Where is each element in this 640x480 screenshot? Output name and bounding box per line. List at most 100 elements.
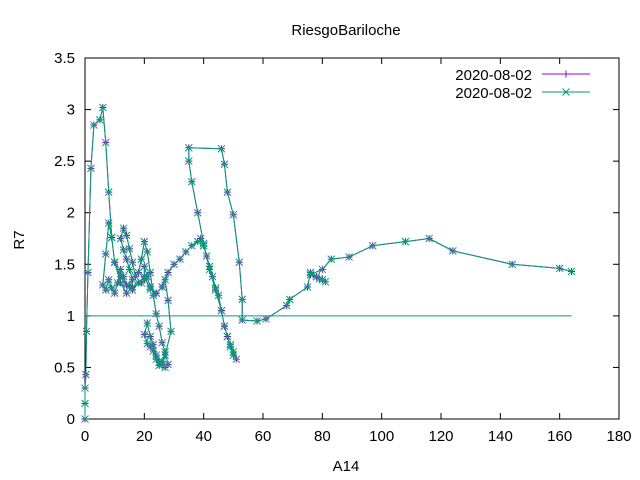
data-point: [199, 239, 208, 248]
data-point: [235, 258, 244, 267]
data-point: [122, 281, 131, 289]
x-tick-label: 40: [195, 428, 212, 445]
legend-marker-2: [562, 88, 570, 96]
data-point: [217, 144, 226, 153]
data-point: [90, 121, 98, 129]
y-axis: 0 0.5 1 1.5 2 2.5 3 3.5: [54, 50, 619, 428]
x-tick-label: 140: [488, 428, 513, 445]
data-point: [161, 275, 169, 284]
data-point: [152, 309, 161, 318]
data-point: [199, 241, 208, 250]
data-point: [214, 291, 223, 300]
data-point: [128, 275, 137, 284]
data-point: [119, 245, 128, 254]
data-point: [187, 241, 196, 250]
data-point: [211, 286, 220, 294]
data-point: [146, 283, 155, 291]
y-tick-label: 0.5: [54, 359, 75, 376]
data-point: [149, 347, 158, 355]
data-point: [146, 285, 155, 293]
data-point: [128, 283, 137, 291]
data-point: [164, 360, 172, 369]
data-point: [220, 322, 229, 331]
data-point: [226, 342, 235, 351]
data-point: [164, 268, 172, 277]
data-point: [229, 351, 238, 359]
data-point: [164, 296, 172, 305]
data-point: [140, 330, 149, 339]
data-point: [223, 188, 232, 196]
data-point: [110, 289, 119, 298]
data-point: [146, 268, 155, 277]
data-point: [104, 188, 113, 196]
y-tick-label: 3.5: [54, 50, 75, 67]
x-tick-label: 20: [136, 428, 153, 445]
data-point: [95, 116, 104, 124]
data-point: [98, 103, 107, 112]
data-point: [327, 255, 336, 263]
data-point: [161, 348, 169, 356]
legend: 2020-08-02 2020-08-02: [455, 67, 590, 102]
data-point: [184, 157, 193, 165]
data-point: [285, 295, 294, 304]
data-point: [238, 295, 247, 304]
data-point: [125, 265, 134, 274]
data-point: [122, 289, 131, 298]
data-point: [149, 340, 158, 349]
data-point: [119, 224, 128, 233]
data-point: [182, 248, 190, 256]
data-point: [232, 355, 241, 364]
data-point: [81, 384, 89, 392]
data-point: [262, 315, 270, 323]
data-point: [101, 250, 110, 258]
data-point: [122, 231, 131, 240]
data-point: [140, 262, 149, 271]
data-point: [116, 234, 125, 243]
data-point: [306, 270, 315, 279]
data-point: [238, 316, 247, 324]
data-point: [253, 317, 261, 325]
data-point: [208, 272, 217, 281]
data-point: [167, 327, 175, 336]
series-layer: [81, 103, 576, 423]
data-point: [425, 234, 433, 243]
data-point: [81, 415, 89, 423]
data-point: [155, 322, 164, 331]
data-point: [401, 237, 410, 246]
data-point: [184, 143, 193, 152]
x-tick-label: 0: [81, 428, 89, 445]
data-point: [152, 289, 161, 298]
data-point: [143, 272, 152, 281]
data-point: [368, 241, 377, 250]
data-point: [176, 255, 184, 263]
data-point: [202, 252, 211, 260]
data-point: [82, 370, 90, 379]
data-point: [119, 272, 128, 281]
data-point: [134, 278, 143, 287]
series-2: [81, 103, 576, 423]
data-point: [567, 267, 576, 276]
data-point: [306, 268, 315, 277]
data-point: [449, 247, 457, 255]
data-point: [84, 268, 92, 277]
x-tick-label: 80: [314, 428, 331, 445]
y-tick-label: 1: [67, 308, 75, 325]
data-point: [104, 275, 113, 284]
data-point: [170, 260, 178, 269]
data-point: [116, 265, 125, 274]
legend-label-2: 2020-08-02: [455, 85, 532, 102]
x-tick-label: 180: [606, 428, 631, 445]
x-axis-label: A14: [333, 458, 360, 475]
data-point: [205, 265, 214, 274]
plot-border: [84, 57, 620, 420]
data-point: [303, 283, 312, 291]
data-point: [128, 286, 137, 294]
data-point: [140, 237, 149, 246]
x-tick-label: 60: [255, 428, 272, 445]
data-point: [101, 286, 110, 294]
y-tick-label: 0: [67, 411, 75, 428]
data-point: [312, 272, 321, 281]
data-point: [116, 272, 125, 281]
data-point: [98, 281, 107, 289]
